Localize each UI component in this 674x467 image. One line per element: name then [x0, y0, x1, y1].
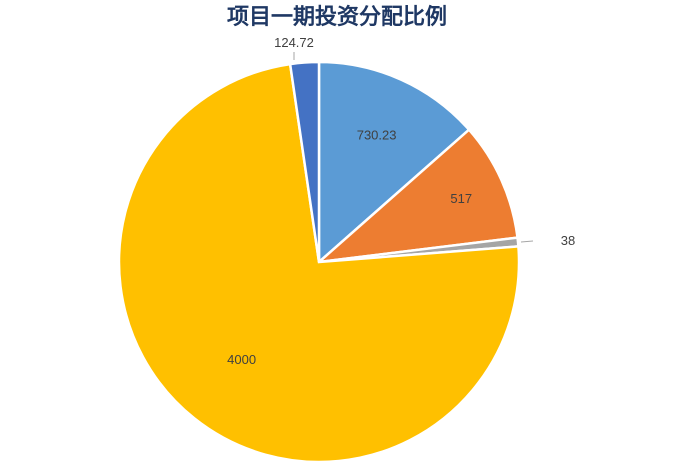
data-label: 730.23 [357, 127, 397, 142]
data-label: 124.72 [274, 35, 314, 50]
pie-slice [117, 62, 521, 464]
pie-slice [288, 60, 321, 263]
data-label: 4000 [227, 352, 256, 367]
chart-title: 项目一期投资分配比例 [226, 4, 447, 30]
data-label: 38 [561, 233, 575, 248]
pie-slice [317, 60, 471, 265]
data-label: 517 [450, 191, 472, 206]
pie-slice [315, 127, 519, 264]
leader-line [520, 240, 534, 243]
